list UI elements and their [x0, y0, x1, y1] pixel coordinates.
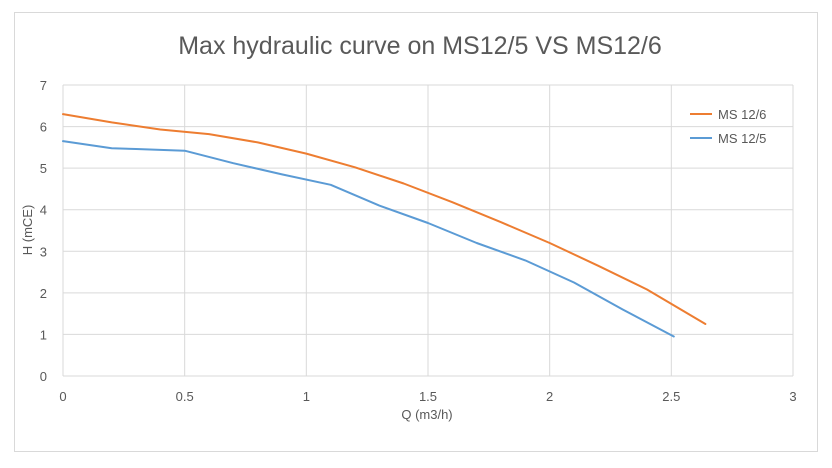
series-line-1: [62, 140, 675, 338]
y-axis-label: H (mCE): [20, 205, 35, 256]
x-tick-label: 3: [789, 389, 796, 404]
y-tick-label: 0: [40, 369, 47, 384]
y-tick-label: 3: [40, 244, 47, 259]
y-tick-label: 1: [40, 327, 47, 342]
x-tick-label: 2: [546, 389, 553, 404]
series-lines: [62, 113, 707, 338]
y-tick-label: 4: [40, 203, 47, 218]
x-axis-label: Q (m3/h): [401, 407, 452, 422]
legend-label: MS 12/6: [718, 107, 766, 122]
x-tick-label: 0.5: [176, 389, 194, 404]
x-tick-label: 1: [303, 389, 310, 404]
y-tick-label: 2: [40, 286, 47, 301]
grid-lines: [62, 84, 794, 377]
x-tick-label: 0: [59, 389, 66, 404]
y-tick-label: 6: [40, 120, 47, 135]
y-tick-label: 7: [40, 78, 47, 93]
legend: MS 12/6 MS 12/5: [690, 107, 766, 146]
series-line-0: [62, 113, 707, 325]
y-tick-label: 5: [40, 161, 47, 176]
y-axis-ticks: 0 1 2 3 4 5 6 7: [40, 78, 47, 384]
legend-label: MS 12/5: [718, 131, 766, 146]
x-tick-label: 2.5: [662, 389, 680, 404]
x-axis-ticks: 0 0.5 1 1.5 2 2.5 3: [59, 389, 796, 404]
x-tick-label: 1.5: [419, 389, 437, 404]
chart-title: Max hydraulic curve on MS12/5 VS MS12/6: [178, 32, 662, 60]
